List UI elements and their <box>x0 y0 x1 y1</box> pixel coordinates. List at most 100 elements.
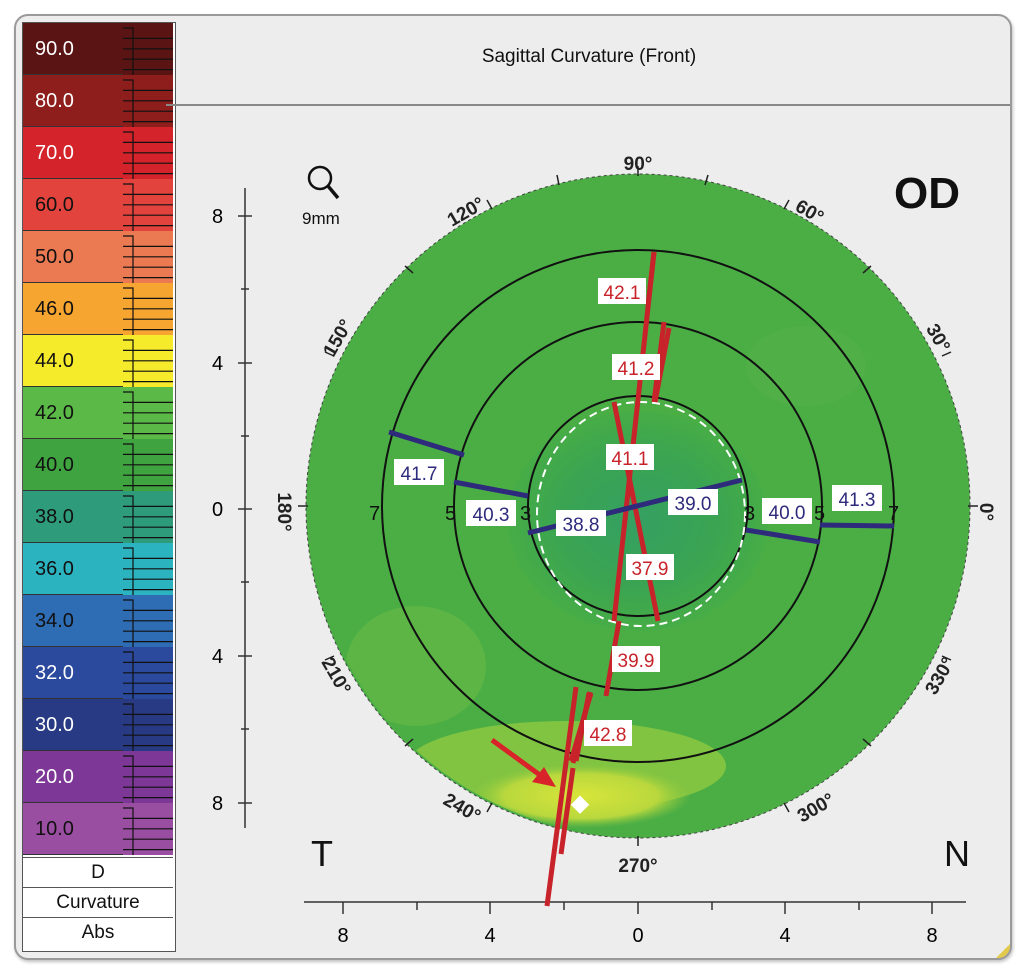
scale-ladder-step <box>123 568 173 580</box>
angle-label: 180° <box>273 492 294 531</box>
scale-unit: D <box>23 857 173 888</box>
scale-ladder-step <box>123 204 173 216</box>
scale-step: 50.0 <box>23 231 123 283</box>
map-title-bar: Sagittal Curvature (Front) <box>166 16 1010 106</box>
scale-step: 42.0 <box>23 387 123 439</box>
x-tick-label: 8 <box>337 925 348 947</box>
scale-ladder-step <box>123 214 173 227</box>
scale-ladder-step <box>123 256 173 268</box>
scale-ladder-step <box>123 370 173 383</box>
apex-marker <box>570 795 590 814</box>
scale-step: 34.0 <box>23 595 123 647</box>
x-tick-label: 4 <box>484 925 495 947</box>
scale-ladder-step <box>123 48 173 60</box>
scale-ladder-step <box>123 776 173 788</box>
x-tick-label: 0 <box>632 925 643 947</box>
scale-ladder-step <box>123 141 173 154</box>
scale-step: 20.0 <box>23 751 123 803</box>
angle-label: 0° <box>975 503 996 521</box>
y-tick-label: 0 <box>212 499 223 521</box>
value-label: 37.9 <box>632 559 669 580</box>
scale-ladder-step <box>123 474 173 487</box>
scale-ladder-step <box>123 193 173 206</box>
scale-ladder-step <box>123 505 173 518</box>
scale-ladder-step <box>123 672 173 684</box>
scale-ladder-step <box>123 152 173 164</box>
scale-step: 46.0 <box>23 283 123 335</box>
scale-ladder-step <box>123 266 173 279</box>
zoom-magnifier-icon[interactable] <box>307 165 340 200</box>
scale-step: 32.0 <box>23 647 123 699</box>
value-label: 40.0 <box>769 503 806 524</box>
scale-ladder-step <box>123 162 173 175</box>
red-arrow-icon <box>490 737 556 787</box>
scale-step: 90.0 <box>23 23 123 75</box>
scale-ladder-step <box>123 547 173 559</box>
scale-step: 10.0 <box>23 803 123 855</box>
curvature-map[interactable]: 8 4 0 4 8 8 4 0 4 8 <box>166 106 1012 956</box>
scale-ladder-step <box>123 453 173 466</box>
color-scale-ladder <box>123 23 173 855</box>
scale-ladder-step <box>123 287 173 299</box>
scale-ladder-step <box>123 58 173 71</box>
scale-ladder-step <box>123 516 173 528</box>
scale-mode: Abs <box>23 917 173 950</box>
scale-ladder-step <box>123 828 173 840</box>
scale-ladder-step <box>123 183 173 195</box>
red-values: 42.1 41.2 41.1 37.9 39.9 42.8 <box>584 278 674 746</box>
scale-step: 36.0 <box>23 543 123 595</box>
scale-step: 30.0 <box>23 699 123 751</box>
scale-ladder-step <box>123 724 173 736</box>
angle-label: 270° <box>618 856 657 877</box>
scale-ladder-step <box>123 807 173 819</box>
scale-type: Curvature <box>23 887 173 918</box>
scale-ladder-step <box>123 100 173 112</box>
scale-ladder-step <box>123 464 173 476</box>
y-tick-label: 8 <box>212 793 223 815</box>
resize-grip[interactable] <box>996 944 1010 958</box>
ring-radius-labels: 7 5 3 3 5 7 <box>369 503 899 525</box>
value-label: 42.1 <box>604 283 641 304</box>
scale-ladder-step <box>123 131 173 143</box>
value-label: 41.3 <box>839 490 876 511</box>
ring-label: 3 <box>744 503 755 525</box>
scale-ladder-step <box>123 651 173 663</box>
scale-ladder-step <box>123 401 173 414</box>
red-meridian-lines <box>558 251 672 855</box>
scale-ladder-step <box>123 37 173 50</box>
scale-ladder-step <box>123 235 173 247</box>
scale-ladder-step <box>123 630 173 643</box>
value-label: 42.8 <box>590 725 627 746</box>
map-title: Sagittal Curvature (Front) <box>481 46 697 67</box>
scale-ladder-step <box>123 599 173 611</box>
x-tick-label: 8 <box>926 925 937 947</box>
x-tick-label: 4 <box>779 925 790 947</box>
scale-ladder-step <box>123 620 173 632</box>
scale-step: 60.0 <box>23 179 123 231</box>
scale-ladder-step <box>123 661 173 674</box>
scale-ladder-step <box>123 318 173 331</box>
x-axis: 8 4 0 4 8 <box>304 901 966 947</box>
ring-label: 3 <box>520 503 531 525</box>
scale-ladder-step <box>123 443 173 455</box>
scale-ladder-step <box>123 703 173 715</box>
y-axis: 8 4 0 4 8 <box>212 188 252 828</box>
angle-label: 90° <box>624 154 653 175</box>
value-label: 38.8 <box>563 515 600 536</box>
scale-ladder-step <box>123 609 173 622</box>
scale-ladder-step <box>123 339 173 351</box>
scale-step: 40.0 <box>23 439 123 491</box>
scale-ladder-step <box>123 245 173 258</box>
scale-ladder-step <box>123 27 173 39</box>
topography-window: 90.0 80.0 70.0 60.0 50.0 46.0 44.0 42.0 40.0 38.0… <box>14 14 1012 960</box>
scale-ladder-step <box>123 297 173 310</box>
value-label: 41.1 <box>612 449 649 470</box>
scale-ladder-step <box>123 412 173 424</box>
scale-ladder-step <box>123 734 173 747</box>
zoom-label: 9mm <box>302 209 340 228</box>
y-tick-label: 4 <box>212 353 223 375</box>
value-label: 41.2 <box>618 359 655 380</box>
scale-step: 70.0 <box>23 127 123 179</box>
y-tick-label: 8 <box>212 206 223 228</box>
value-label: 39.9 <box>618 651 655 672</box>
